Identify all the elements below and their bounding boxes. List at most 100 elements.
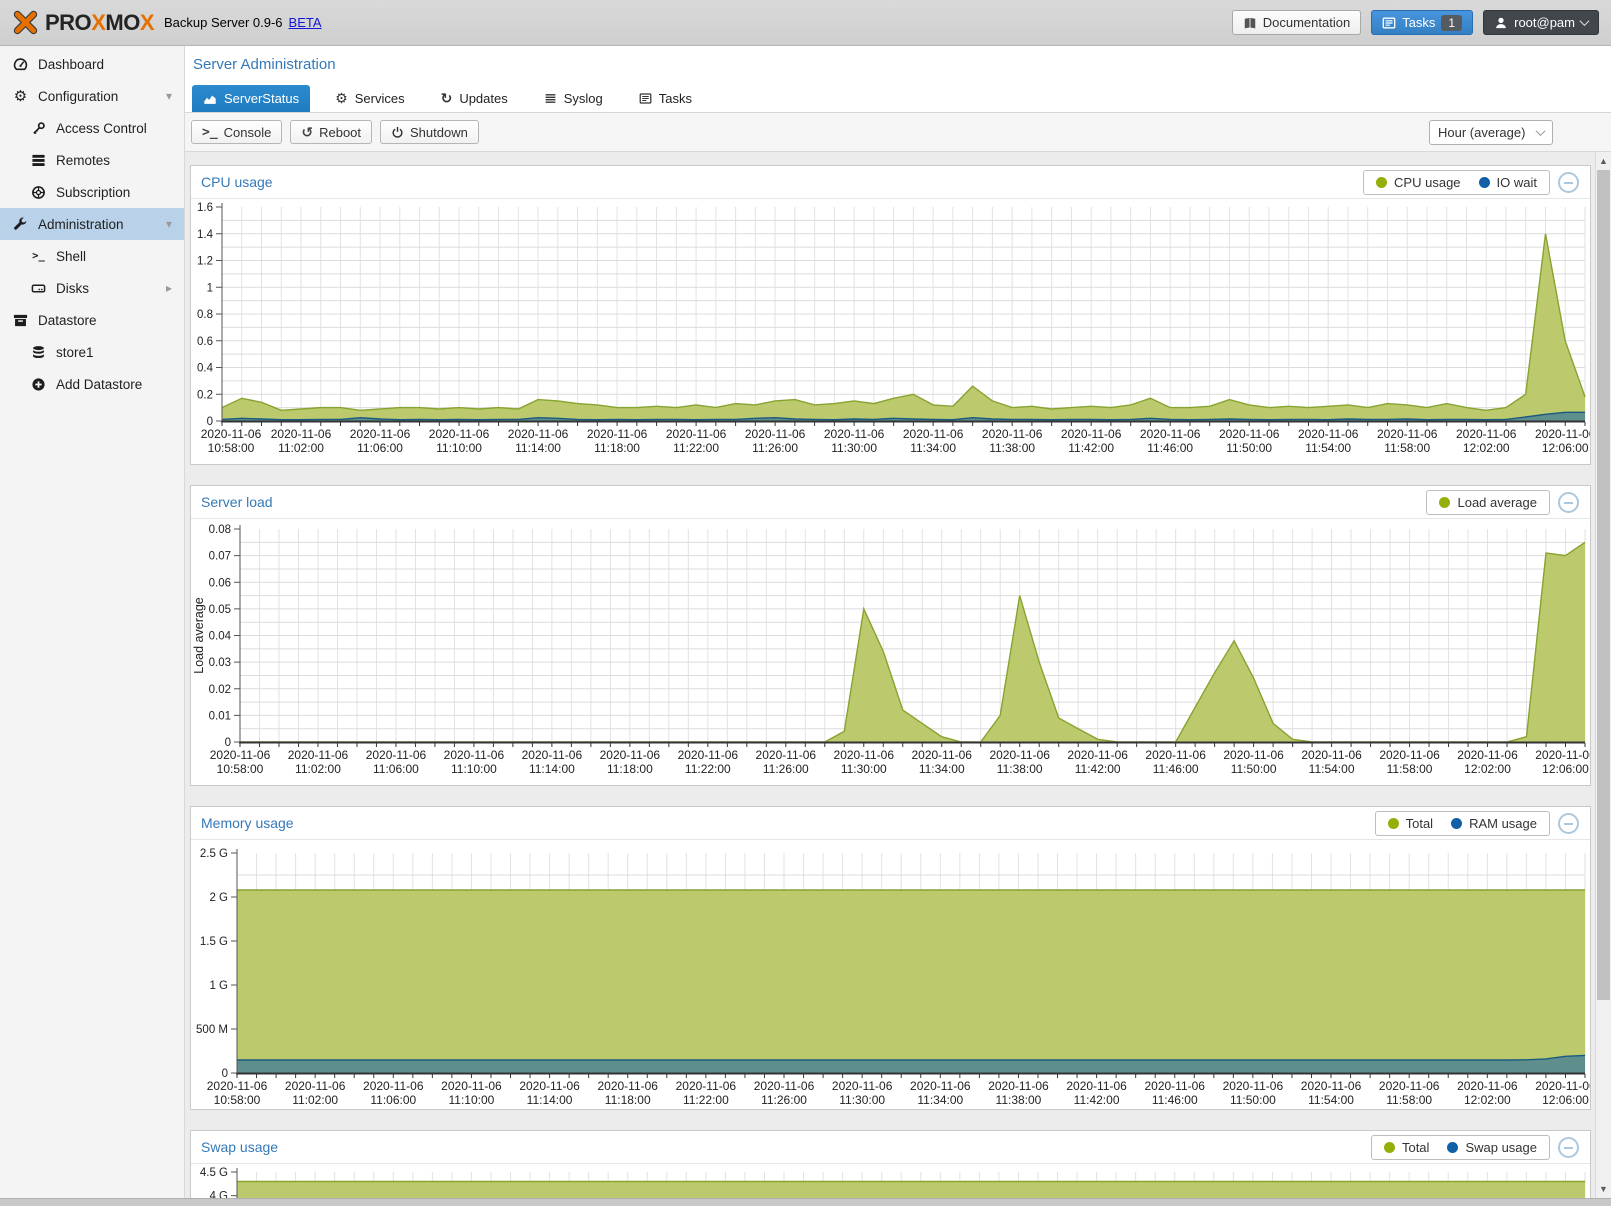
archive-box-icon <box>12 312 29 328</box>
sidebar-item-subscription[interactable]: Subscription <box>0 176 184 208</box>
legend-dot <box>1451 818 1463 829</box>
sidebar-item-datastore[interactable]: Datastore <box>0 304 184 336</box>
collapse-panel-icon[interactable] <box>1558 492 1579 513</box>
svg-text:2020-11-06: 2020-11-06 <box>988 1079 1049 1093</box>
legend-item[interactable]: RAM usage <box>1451 816 1537 831</box>
svg-text:2020-11-06: 2020-11-06 <box>982 427 1043 441</box>
svg-text:1.6: 1.6 <box>197 202 213 214</box>
legend-dot <box>1387 818 1399 829</box>
sidebar-item-store1[interactable]: store1 <box>0 336 184 368</box>
chevron-down-icon[interactable]: ▾ <box>165 217 172 231</box>
svg-text:2020-11-06: 2020-11-06 <box>1535 427 1590 441</box>
tab-bar: ServerStatus ⚙ Services ↻ Updates Syslog <box>185 83 1611 113</box>
user-menu-button[interactable]: root@pam <box>1483 10 1599 35</box>
tachometer-icon <box>12 56 29 72</box>
book-icon <box>1243 16 1257 30</box>
sidebar-item-disks[interactable]: Disks ▸ <box>0 272 184 304</box>
svg-text:2020-11-06: 2020-11-06 <box>363 1079 424 1093</box>
gears-icon: ⚙ <box>335 90 348 106</box>
svg-text:11:42:00: 11:42:00 <box>1075 762 1121 776</box>
legend-dot <box>1376 177 1388 188</box>
legend-item[interactable]: Load average <box>1439 495 1537 510</box>
svg-text:12:02:00: 12:02:00 <box>1463 441 1510 455</box>
svg-text:11:42:00: 11:42:00 <box>1068 441 1114 455</box>
svg-text:2020-11-06: 2020-11-06 <box>207 1079 268 1093</box>
svg-text:2020-11-06: 2020-11-06 <box>522 748 583 762</box>
legend-item[interactable]: IO wait <box>1478 175 1537 190</box>
sidebar-item-access-control[interactable]: Access Control <box>0 112 184 144</box>
shutdown-button[interactable]: Shutdown <box>380 120 479 144</box>
svg-text:2020-11-06: 2020-11-06 <box>597 1079 658 1093</box>
server-load-panel: Server load Load average 0 0.01 0.02 0.03 0.… <box>190 485 1591 786</box>
svg-text:2020-11-06: 2020-11-06 <box>832 1079 893 1093</box>
svg-text:11:30:00: 11:30:00 <box>841 762 887 776</box>
console-button[interactable]: >_ Console <box>191 120 283 144</box>
svg-text:2020-11-06: 2020-11-06 <box>1456 427 1517 441</box>
legend-item[interactable]: Total <box>1383 1140 1430 1155</box>
legend: CPU usage IO wait <box>1363 170 1550 195</box>
sidebar-item-administration[interactable]: Administration ▾ <box>0 208 184 240</box>
svg-text:500 M: 500 M <box>196 1024 228 1036</box>
tab-syslog[interactable]: Syslog <box>533 85 614 112</box>
svg-text:11:50:00: 11:50:00 <box>1226 441 1272 455</box>
beta-link[interactable]: BETA <box>288 15 322 30</box>
tasks-button[interactable]: Tasks 1 <box>1371 10 1474 35</box>
tab-serverstatus[interactable]: ServerStatus <box>192 85 311 112</box>
charts-scroll-area: CPU usage CPU usage IO wait 0 0.2 0.4 0.6 0.8… <box>185 152 1611 1206</box>
refresh-icon: ↻ <box>440 90 453 106</box>
legend-label: Total <box>1401 1140 1430 1155</box>
collapse-panel-icon[interactable] <box>1558 172 1579 193</box>
chevron-down-icon[interactable]: ▾ <box>165 89 172 103</box>
reboot-button[interactable]: ↺ Reboot <box>290 120 373 144</box>
scrollbar-thumb[interactable] <box>1597 170 1610 1000</box>
svg-text:2020-11-06: 2020-11-06 <box>1145 748 1206 762</box>
task-list-icon <box>1382 16 1396 30</box>
svg-text:4.5 G: 4.5 G <box>200 1167 228 1179</box>
legend-dot <box>1447 1142 1459 1153</box>
collapse-panel-icon[interactable] <box>1558 1137 1579 1158</box>
tab-services[interactable]: ⚙ Services <box>335 90 405 106</box>
scroll-up-arrow[interactable]: ▲ <box>1599 156 1608 166</box>
legend-item[interactable]: Swap usage <box>1447 1140 1537 1155</box>
legend: Total Swap usage <box>1370 1135 1550 1160</box>
svg-text:11:50:00: 11:50:00 <box>1230 1093 1276 1106</box>
svg-text:12:06:00: 12:06:00 <box>1542 762 1589 776</box>
server-stack-icon <box>30 152 47 168</box>
documentation-button[interactable]: Documentation <box>1231 10 1362 35</box>
svg-text:11:26:00: 11:26:00 <box>761 1093 807 1106</box>
svg-text:Load average: Load average <box>192 597 206 674</box>
svg-text:12:02:00: 12:02:00 <box>1464 1093 1511 1106</box>
chevron-right-icon[interactable]: ▸ <box>165 281 172 295</box>
collapse-panel-icon[interactable] <box>1558 813 1579 834</box>
svg-text:0.04: 0.04 <box>209 631 232 643</box>
svg-text:0.07: 0.07 <box>209 551 231 563</box>
timeframe-select[interactable]: Hour (average) <box>1429 119 1553 145</box>
legend-item[interactable]: CPU usage <box>1376 175 1461 190</box>
legend: Load average <box>1426 490 1550 515</box>
tab-updates[interactable]: ↻ Updates <box>440 90 508 106</box>
sidebar-item-shell[interactable]: >_ Shell <box>0 240 184 272</box>
sidebar-item-configuration[interactable]: ⚙ Configuration ▾ <box>13 88 172 105</box>
svg-text:11:10:00: 11:10:00 <box>436 441 482 455</box>
vertical-scrollbar[interactable]: ▲ ▼ <box>1595 152 1611 1198</box>
proxmox-x-icon <box>13 10 38 35</box>
svg-text:0.06: 0.06 <box>209 577 231 589</box>
reboot-icon: ↺ <box>301 123 314 140</box>
svg-text:2.5 G: 2.5 G <box>200 848 228 860</box>
svg-text:2020-11-06: 2020-11-06 <box>1223 1079 1284 1093</box>
svg-text:12:06:00: 12:06:00 <box>1542 1093 1589 1106</box>
legend-dot <box>1478 177 1490 188</box>
svg-text:2020-11-06: 2020-11-06 <box>508 427 569 441</box>
sidebar-item-remotes[interactable]: Remotes <box>0 144 184 176</box>
scroll-down-arrow[interactable]: ▼ <box>1599 1184 1608 1194</box>
tab-tasks[interactable]: Tasks <box>628 85 703 112</box>
sidebar-item-add-datastore[interactable]: Add Datastore <box>0 368 184 400</box>
svg-text:11:34:00: 11:34:00 <box>917 1093 963 1106</box>
svg-text:2020-11-06: 2020-11-06 <box>754 1079 815 1093</box>
svg-text:11:34:00: 11:34:00 <box>919 762 965 776</box>
wrench-icon <box>12 216 29 232</box>
legend-item[interactable]: Total <box>1387 816 1433 831</box>
svg-text:11:06:00: 11:06:00 <box>370 1093 416 1106</box>
sidebar-item-dashboard[interactable]: Dashboard <box>0 48 184 80</box>
